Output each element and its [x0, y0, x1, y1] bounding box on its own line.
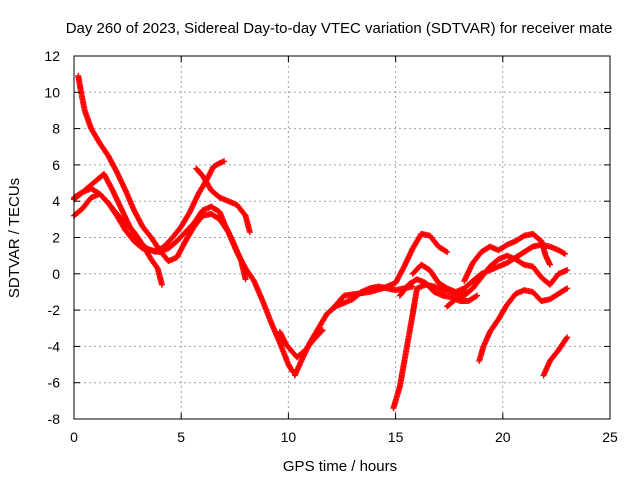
- y-tick-label: 10: [44, 84, 60, 100]
- y-tick-label: -8: [48, 411, 61, 427]
- x-tick-label: 0: [70, 429, 78, 445]
- series-8: [276, 327, 326, 361]
- data-point: [563, 335, 570, 342]
- x-tick-label: 25: [602, 429, 618, 445]
- data-point: [246, 229, 253, 236]
- y-tick-label: 12: [44, 48, 60, 64]
- data-point: [158, 281, 165, 288]
- data-point: [564, 285, 571, 292]
- data-point: [564, 334, 571, 341]
- y-tick-label: 6: [52, 157, 60, 173]
- series-14: [476, 285, 571, 364]
- y-tick-label: 2: [52, 230, 60, 246]
- x-tick-label: 15: [388, 429, 404, 445]
- x-tick-label: 20: [495, 429, 511, 445]
- series-7: [328, 230, 451, 314]
- y-axis-ticks: -8 -6 -4 -2 0 2 4 6 8 10 12: [44, 48, 610, 427]
- data-point: [474, 292, 481, 299]
- data-point: [564, 267, 571, 274]
- y-tick-label: 0: [52, 266, 60, 282]
- chart-title: Day 260 of 2023, Sidereal Day-to-day VTE…: [66, 20, 613, 37]
- data-point: [444, 249, 451, 256]
- y-tick-label: 8: [52, 121, 60, 137]
- data-points: [71, 72, 571, 412]
- grid-lines: [74, 56, 610, 419]
- y-tick-label: -6: [48, 375, 61, 391]
- series-5: [193, 165, 253, 236]
- series-6: [291, 283, 416, 379]
- data-point: [318, 328, 325, 335]
- series-12: [461, 230, 553, 285]
- x-axis-ticks: 0 5 10 15 20 25: [70, 56, 618, 445]
- series-13: [444, 252, 571, 310]
- series-4: [71, 185, 165, 288]
- data-point: [221, 158, 228, 165]
- x-tick-label: 5: [177, 429, 185, 445]
- data-point: [472, 293, 479, 300]
- series-3: [71, 158, 228, 256]
- data-point: [546, 261, 553, 268]
- series-15: [540, 334, 571, 379]
- y-tick-label: -4: [48, 338, 61, 354]
- x-axis-label: GPS time / hours: [283, 458, 397, 475]
- data-point: [442, 248, 449, 255]
- y-tick-label: -2: [48, 302, 61, 318]
- data-point: [560, 250, 567, 257]
- data-point: [562, 286, 569, 293]
- y-axis-label: SDTVAR / TECUs: [6, 178, 23, 298]
- data-point: [319, 327, 326, 334]
- data-point: [242, 276, 249, 283]
- y-tick-label: 4: [52, 193, 60, 209]
- x-tick-label: 10: [281, 429, 297, 445]
- data-point: [561, 250, 568, 257]
